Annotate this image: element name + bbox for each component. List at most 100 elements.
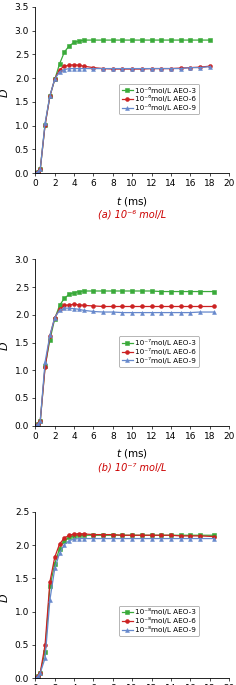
10⁻⁷mol/L AEO-3: [150, 287, 153, 295]
10⁻⁷mol/L AEO-3: [77, 288, 80, 296]
10⁻⁶mol/L AEO-6: [77, 61, 80, 69]
10⁻⁶mol/L AEO-6: [92, 64, 95, 72]
10⁻⁷mol/L AEO-9: [44, 358, 46, 366]
10⁻⁷mol/L AEO-9: [58, 306, 61, 314]
10⁻⁸mol/L AEO-3: [189, 531, 192, 539]
10⁻⁸mol/L AEO-3: [73, 532, 76, 540]
10⁻⁸mol/L AEO-6: [82, 530, 85, 538]
10⁻⁶mol/L AEO-6: [68, 61, 71, 69]
10⁻⁶mol/L AEO-3: [58, 60, 61, 68]
10⁻⁸mol/L AEO-3: [102, 531, 105, 539]
10⁻⁷mol/L AEO-3: [169, 288, 172, 296]
10⁻⁶mol/L AEO-9: [111, 64, 114, 73]
10⁻⁶mol/L AEO-6: [49, 92, 51, 100]
10⁻⁶mol/L AEO-9: [77, 64, 80, 73]
10⁻⁷mol/L AEO-9: [63, 304, 66, 312]
10⁻⁸mol/L AEO-9: [131, 534, 134, 543]
10⁻⁶mol/L AEO-9: [68, 64, 71, 73]
10⁻⁷mol/L AEO-9: [140, 308, 143, 316]
10⁻⁶mol/L AEO-3: [49, 92, 51, 100]
10⁻⁷mol/L AEO-9: [92, 308, 95, 316]
10⁻⁸mol/L AEO-9: [198, 534, 201, 543]
10⁻⁸mol/L AEO-6: [68, 531, 71, 539]
10⁻⁷mol/L AEO-6: [111, 302, 114, 310]
10⁻⁷mol/L AEO-3: [179, 288, 182, 296]
10⁻⁸mol/L AEO-3: [34, 674, 37, 682]
10⁻⁷mol/L AEO-6: [34, 421, 37, 429]
10⁻⁷mol/L AEO-3: [82, 287, 85, 295]
10⁻⁶mol/L AEO-3: [121, 36, 124, 45]
10⁻⁶mol/L AEO-9: [58, 68, 61, 76]
10⁻⁶mol/L AEO-6: [198, 63, 201, 71]
10⁻⁸mol/L AEO-9: [82, 534, 85, 543]
10⁻⁶mol/L AEO-3: [73, 38, 76, 47]
10⁻⁸mol/L AEO-6: [53, 553, 56, 561]
Y-axis label: $D^*$: $D^*$: [0, 82, 12, 98]
10⁻⁷mol/L AEO-6: [213, 302, 216, 310]
10⁻⁶mol/L AEO-3: [150, 36, 153, 45]
10⁻⁸mol/L AEO-3: [53, 560, 56, 568]
10⁻⁶mol/L AEO-9: [49, 92, 51, 100]
10⁻⁸mol/L AEO-3: [63, 536, 66, 545]
10⁻⁷mol/L AEO-3: [73, 288, 76, 297]
10⁻⁸mol/L AEO-9: [68, 536, 71, 545]
10⁻⁷mol/L AEO-9: [189, 308, 192, 316]
10⁻⁸mol/L AEO-9: [140, 534, 143, 543]
10⁻⁸mol/L AEO-3: [150, 531, 153, 539]
10⁻⁷mol/L AEO-3: [37, 420, 40, 428]
10⁻⁸mol/L AEO-6: [198, 532, 201, 540]
10⁻⁸mol/L AEO-9: [111, 534, 114, 543]
10⁻⁸mol/L AEO-9: [150, 534, 153, 543]
10⁻⁸mol/L AEO-9: [121, 534, 124, 543]
Legend: 10⁻⁸mol/L AEO-3, 10⁻⁸mol/L AEO-6, 10⁻⁸mol/L AEO-9: 10⁻⁸mol/L AEO-3, 10⁻⁸mol/L AEO-6, 10⁻⁸mo…: [119, 606, 199, 636]
10⁻⁶mol/L AEO-3: [44, 121, 46, 129]
10⁻⁶mol/L AEO-6: [140, 65, 143, 73]
10⁻⁷mol/L AEO-9: [121, 308, 124, 316]
10⁻⁶mol/L AEO-3: [208, 36, 211, 45]
10⁻⁸mol/L AEO-9: [49, 596, 51, 604]
10⁻⁷mol/L AEO-6: [131, 302, 134, 310]
Line: 10⁻⁷mol/L AEO-6: 10⁻⁷mol/L AEO-6: [34, 302, 216, 427]
10⁻⁷mol/L AEO-6: [189, 302, 192, 310]
10⁻⁶mol/L AEO-9: [63, 65, 66, 73]
10⁻⁸mol/L AEO-6: [37, 672, 40, 680]
10⁻⁶mol/L AEO-3: [179, 36, 182, 45]
10⁻⁸mol/L AEO-6: [131, 531, 134, 539]
10⁻⁸mol/L AEO-3: [39, 669, 42, 677]
10⁻⁷mol/L AEO-9: [198, 308, 201, 316]
10⁻⁶mol/L AEO-6: [189, 64, 192, 72]
10⁻⁸mol/L AEO-6: [213, 532, 216, 540]
10⁻⁶mol/L AEO-6: [44, 121, 46, 129]
10⁻⁶mol/L AEO-6: [34, 169, 37, 177]
10⁻⁶mol/L AEO-9: [121, 64, 124, 73]
10⁻⁸mol/L AEO-6: [63, 534, 66, 542]
10⁻⁸mol/L AEO-6: [111, 530, 114, 538]
10⁻⁶mol/L AEO-6: [131, 65, 134, 73]
10⁻⁸mol/L AEO-3: [44, 647, 46, 656]
10⁻⁷mol/L AEO-3: [58, 301, 61, 310]
10⁻⁸mol/L AEO-3: [58, 545, 61, 553]
10⁻⁷mol/L AEO-9: [213, 308, 216, 316]
10⁻⁸mol/L AEO-3: [140, 531, 143, 539]
10⁻⁶mol/L AEO-9: [53, 75, 56, 83]
10⁻⁷mol/L AEO-3: [213, 288, 216, 296]
10⁻⁷mol/L AEO-6: [68, 301, 71, 309]
Line: 10⁻⁷mol/L AEO-3: 10⁻⁷mol/L AEO-3: [34, 289, 216, 427]
Legend: 10⁻⁶mol/L AEO-3, 10⁻⁶mol/L AEO-6, 10⁻⁶mol/L AEO-9: 10⁻⁶mol/L AEO-3, 10⁻⁶mol/L AEO-6, 10⁻⁶mo…: [119, 84, 199, 114]
10⁻⁶mol/L AEO-6: [102, 64, 105, 73]
10⁻⁸mol/L AEO-3: [169, 531, 172, 539]
10⁻⁸mol/L AEO-9: [92, 534, 95, 543]
10⁻⁸mol/L AEO-9: [44, 654, 46, 662]
10⁻⁶mol/L AEO-6: [73, 61, 76, 69]
10⁻⁷mol/L AEO-6: [63, 301, 66, 310]
10⁻⁸mol/L AEO-6: [169, 531, 172, 539]
10⁻⁷mol/L AEO-9: [179, 308, 182, 316]
10⁻⁶mol/L AEO-9: [92, 64, 95, 73]
10⁻⁸mol/L AEO-9: [63, 540, 66, 549]
10⁻⁶mol/L AEO-3: [39, 165, 42, 173]
10⁻⁷mol/L AEO-3: [53, 314, 56, 323]
10⁻⁶mol/L AEO-3: [63, 48, 66, 56]
10⁻⁸mol/L AEO-3: [213, 531, 216, 539]
10⁻⁸mol/L AEO-3: [37, 672, 40, 680]
10⁻⁸mol/L AEO-9: [102, 534, 105, 543]
